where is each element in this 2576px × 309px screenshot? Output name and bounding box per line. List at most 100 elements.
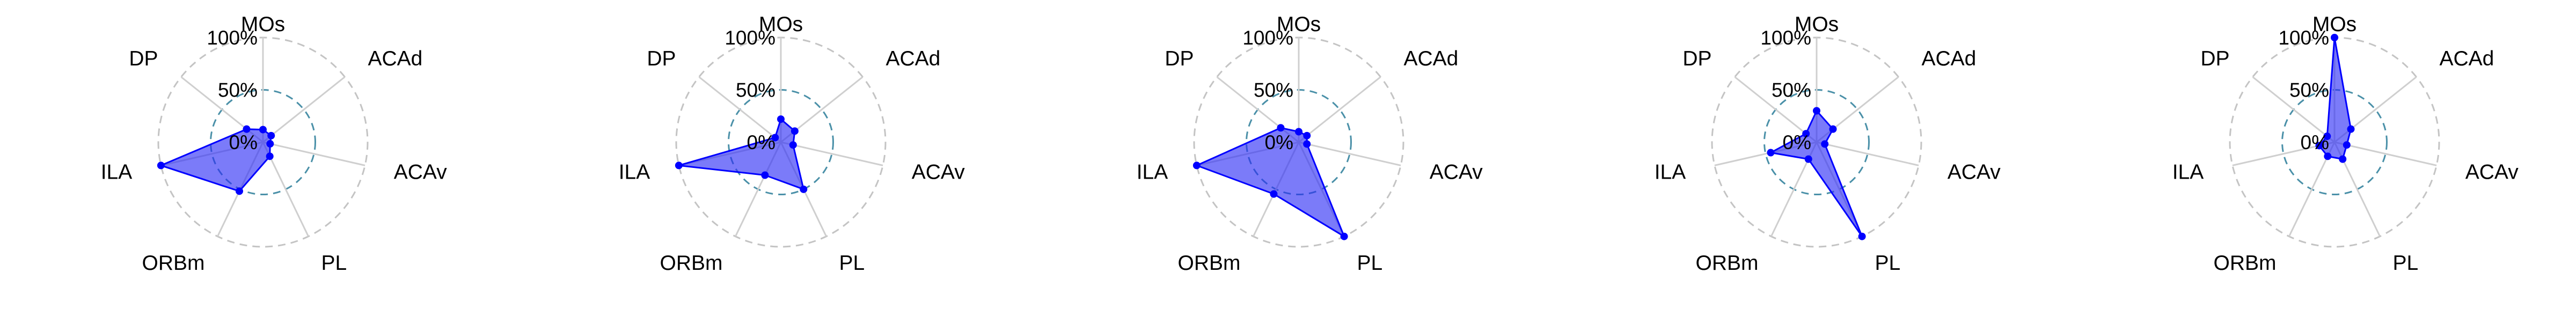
spoke-dp [2252,76,2335,143]
spoke-acad [1298,76,1381,143]
radar-panel-5: 0% 50% 100%MOs ACAd ACAv PL ORBm ILA DP [2172,13,2519,275]
radar-panel-4: 0% 50% 100%MOs ACAd ACAv PL ORBm ILA DP [1655,13,2001,275]
axis-label-ila: ILA [619,161,650,184]
tick-label: 50% [1254,79,1293,101]
tick-label: 50% [736,79,775,101]
axis-label-dp: DP [647,47,676,70]
data-area [1770,110,1863,238]
axis-label-acad: ACAd [2439,47,2494,70]
data-point-mos [2331,34,2338,41]
data-point-ila [1192,161,1201,170]
data-point-orbm [1270,190,1278,198]
data-point-ila [1767,149,1775,157]
axis-label-acad: ACAd [885,47,940,70]
spoke-acav [262,141,365,166]
data-point-mos [259,126,267,134]
data-point-mos [1295,128,1302,136]
radar-panel-2: 0% 50% 100%MOs ACAd ACAv PL ORBm ILA DP [619,13,965,275]
axis-label-mos: MOs [2312,13,2357,36]
axis-label-mos: MOs [1277,13,1321,36]
radar-panel-3: 0% 50% 100%MOs ACAd ACAv PL ORBm ILA DP [1137,13,1483,275]
data-point-mos [777,115,785,123]
data-point-dp [771,134,779,142]
spoke-dp [1734,76,1817,143]
tick-label: 100% [2278,27,2329,49]
data-point-acav [1303,140,1311,148]
axis-label-dp: DP [2200,47,2229,70]
data-point-dp [1277,124,1285,132]
data-point-pl [1340,232,1348,240]
spoke-acav [1816,141,1919,166]
tick-label: 100% [724,27,775,49]
tick-label: 0% [229,131,258,153]
data-point-pl [266,152,274,160]
tick-label: 50% [2289,79,2329,101]
axis-label-acad: ACAd [1921,47,1976,70]
data-point-orbm [761,171,769,179]
axis-label-ila: ILA [1655,161,1686,184]
axis-label-ila: ILA [1137,161,1168,184]
radar-panel-1: 0% 50% 100%MOs ACAd ACAv PL ORBm ILA DP [101,13,447,275]
data-point-dp [2323,133,2331,141]
tick-label: 100% [207,27,258,49]
data-point-orbm [236,187,244,195]
axis-label-orbm: ORBm [1696,252,1759,275]
data-point-acav [2343,141,2351,149]
data-point-ila [2315,142,2323,150]
data-point-acad [791,127,799,135]
tick-label: 100% [1760,27,1811,49]
axis-label-ila: ILA [2172,161,2204,184]
axis-label-mos: MOs [241,13,285,36]
data-point-acav [1821,140,1829,148]
tick-label: 50% [1772,79,1811,101]
tick-label: 100% [1242,27,1293,49]
axis-label-acav: ACAv [2465,161,2519,184]
tick-label: 50% [218,79,258,101]
data-point-acad [267,131,275,139]
data-point-mos [1813,107,1820,115]
data-point-orbm [2324,152,2332,160]
spoke-acav [1298,141,1401,166]
axis-label-pl: PL [1875,252,1900,275]
axis-label-orbm: ORBm [142,252,205,275]
axis-label-ila: ILA [101,161,133,184]
data-area [678,118,804,190]
axis-label-acad: ACAd [1403,47,1458,70]
tick-label: 0% [1783,131,1811,153]
axis-label-dp: DP [1165,47,1194,70]
axis-label-mos: MOs [759,13,803,36]
axis-label-orbm: ORBm [1178,252,1241,275]
data-point-ila [675,161,683,170]
axis-label-mos: MOs [1795,13,1839,36]
spoke-acav [2334,141,2437,166]
spoke-acav [780,141,883,166]
data-point-acav [266,140,274,148]
data-point-dp [1802,130,1810,138]
axis-label-pl: PL [321,252,347,275]
axis-label-pl: PL [2392,252,2418,275]
axis-label-acav: ACAv [912,161,965,184]
data-point-acad [1829,125,1837,133]
axis-label-orbm: ORBm [660,252,723,275]
axis-label-acav: ACAv [1948,161,2001,184]
tick-label: 0% [2301,131,2329,153]
spoke-dp [698,76,781,143]
tick-label: 0% [1265,131,1293,153]
spoke-acad [262,76,346,143]
axis-label-acad: ACAd [368,47,422,70]
data-point-acad [2347,125,2355,133]
data-point-acad [1303,131,1311,139]
data-point-acav [789,141,797,149]
data-point-pl [2339,155,2347,163]
axis-label-acav: ACAv [1430,161,1483,184]
axis-label-dp: DP [129,47,158,70]
axis-label-orbm: ORBm [2214,252,2277,275]
axis-label-pl: PL [839,252,865,275]
data-point-ila [157,161,165,170]
data-point-pl [800,185,808,193]
tick-label: 0% [747,131,775,153]
data-point-dp [243,125,251,133]
data-point-pl [1858,232,1866,240]
axis-label-acav: ACAv [394,161,447,184]
